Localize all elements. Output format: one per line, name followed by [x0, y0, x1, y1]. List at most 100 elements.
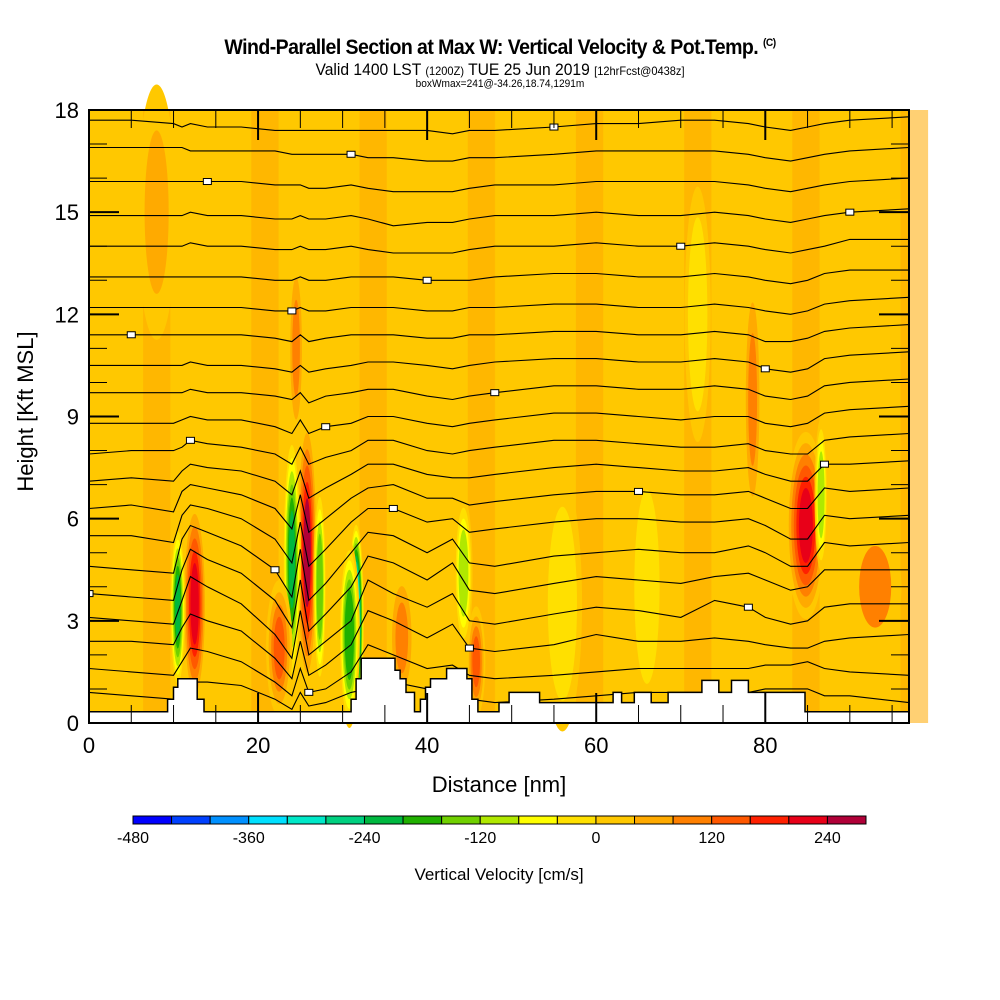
- field-band: [494, 110, 523, 723]
- theta-contour: [89, 378, 909, 404]
- forecast-info: [12hrFcst@0438z]: [594, 64, 685, 78]
- theta-contour: [89, 644, 909, 697]
- colorbar-swatch: [171, 815, 211, 825]
- velocity-level: [818, 462, 824, 528]
- field-band: [792, 110, 820, 723]
- velocity-feature: [313, 484, 327, 689]
- velocity-level: [748, 333, 758, 466]
- colorbar-swatch: [325, 815, 365, 825]
- theta-contour: [89, 524, 909, 602]
- velocity-level: [798, 488, 813, 563]
- theta-contour: [89, 296, 909, 315]
- velocity-field: [89, 84, 929, 732]
- terrain-outline: [89, 657, 909, 713]
- y-tick-label: 0: [67, 711, 79, 736]
- contour-label-marker: [202, 178, 212, 186]
- velocity-level: [345, 598, 353, 671]
- x-tick-label: 80: [753, 733, 777, 758]
- chart-title: Wind-Parallel Section at Max W: Vertical…: [35, 36, 965, 60]
- title-text: Wind-Parallel Section at Max W: Vertical…: [224, 36, 759, 59]
- theta-contour: [89, 575, 909, 660]
- colorbar-tick-label: 240: [814, 830, 841, 847]
- colorbar-swatch: [788, 815, 828, 825]
- contour-label-marker: [185, 436, 195, 444]
- contour-label-marker: [304, 688, 314, 696]
- colorbar-swatch: [209, 815, 250, 825]
- chart-subtitle: Valid 1400 LST (1200Z) TUE 25 Jun 2019 […: [40, 60, 960, 80]
- contour-label-marker: [743, 603, 753, 611]
- velocity-level: [288, 510, 295, 609]
- colorbar-swatch: [363, 815, 404, 825]
- x-tick-label: 40: [415, 733, 439, 758]
- velocity-feature: [629, 459, 664, 715]
- contour-label-marker: [819, 460, 829, 468]
- valid-date: TUE 25 Jun 2019: [468, 60, 590, 79]
- velocity-level: [691, 247, 704, 381]
- theta-contour: [89, 405, 909, 435]
- colorbar-swatch: [826, 815, 867, 825]
- field-band: [413, 110, 442, 723]
- colorbar-swatch: [749, 815, 790, 825]
- velocity-feature: [542, 476, 583, 732]
- velocity-feature: [684, 186, 711, 443]
- x-tick-label: 20: [246, 733, 270, 758]
- velocity-level: [273, 616, 285, 680]
- field-band: [224, 110, 252, 723]
- x-tick-label: 60: [584, 733, 608, 758]
- colorbar-tick-label: -240: [348, 830, 380, 847]
- velocity-feature: [743, 271, 762, 528]
- colorbar-swatch: [595, 815, 636, 825]
- contour-label-marker: [490, 389, 500, 397]
- contour-label-marker: [321, 423, 331, 431]
- terrain-fill: [89, 658, 909, 723]
- contour-label-marker: [845, 208, 855, 216]
- utc-time: (1200Z): [425, 64, 465, 78]
- contour-label-marker: [126, 331, 136, 339]
- colorbar-swatch: [479, 815, 520, 825]
- contour-label-marker: [346, 150, 356, 158]
- velocity-level: [144, 130, 169, 294]
- velocity-feature: [288, 254, 304, 443]
- theta-contour: [89, 146, 909, 162]
- y-tick-label: 15: [55, 200, 79, 225]
- colorbar-swatch: [672, 815, 713, 825]
- theta-contour: [89, 238, 909, 254]
- y-tick-label: 6: [67, 507, 79, 532]
- theta-contour: [89, 460, 909, 500]
- colorbar-swatch: [132, 815, 173, 825]
- colorbar-swatch: [634, 815, 674, 825]
- copyright-mark: (C): [763, 37, 776, 49]
- theta-contour: [89, 324, 909, 343]
- velocity-level: [317, 545, 323, 628]
- contour-label-marker: [89, 590, 94, 598]
- box-info: boxWmax=241@-34.26,18.74,1291m: [415, 78, 585, 90]
- y-tick-label: 9: [67, 405, 79, 430]
- y-tick-label: 12: [55, 302, 79, 327]
- theta-contour: [89, 484, 909, 534]
- y-tick-label: 18: [55, 98, 79, 123]
- contour-label-marker: [760, 365, 770, 373]
- valid-time: Valid 1400 LST: [315, 60, 421, 79]
- velocity-level: [638, 520, 656, 654]
- colorbar-swatch: [286, 815, 327, 825]
- colorbar-tick-label: -480: [117, 830, 149, 847]
- x-axis-title: Distance [nm]: [432, 772, 567, 797]
- velocity-feature: [169, 522, 186, 693]
- colorbar: -480 -360 -240 -120 0 120 240 Vertical Velocity…: [117, 815, 867, 884]
- velocity-feature: [136, 84, 177, 340]
- colorbar-swatch: [402, 815, 443, 825]
- velocity-level: [552, 537, 572, 671]
- contour-label-marker: [676, 242, 686, 250]
- theta-contour: [89, 548, 909, 633]
- contour-label-marker: [464, 644, 474, 652]
- velocity-feature: [266, 579, 293, 717]
- theta-contour: [89, 432, 909, 465]
- theta-contour: [89, 504, 909, 568]
- y-tick-label: 3: [67, 609, 79, 634]
- velocity-level: [395, 602, 409, 674]
- colorbar-swatch: [518, 815, 558, 825]
- colorbar-swatch: [441, 815, 481, 825]
- y-axis-title: Height [Kft MSL]: [13, 331, 38, 491]
- velocity-level: [292, 299, 300, 398]
